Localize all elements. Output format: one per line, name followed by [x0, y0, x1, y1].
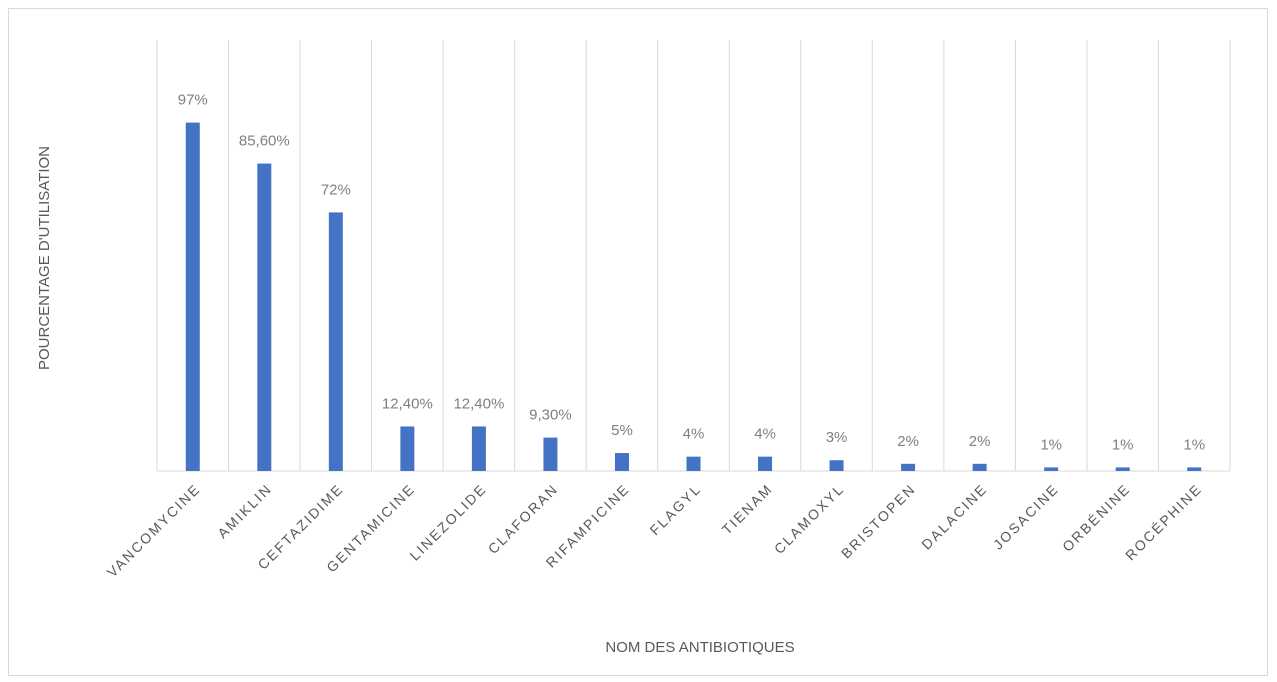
- value-label: 2%: [897, 433, 919, 450]
- value-label: 1%: [1183, 436, 1205, 453]
- value-label: 72%: [321, 181, 351, 198]
- bar: [614, 453, 629, 471]
- chart-border: [8, 8, 1268, 676]
- bar: [471, 426, 486, 471]
- value-label: 5%: [611, 422, 633, 439]
- value-label: 4%: [683, 426, 705, 443]
- value-label: 3%: [826, 429, 848, 446]
- bar: [328, 212, 343, 471]
- bar: [686, 456, 701, 471]
- value-label: 1%: [1040, 436, 1062, 453]
- value-label: 85,60%: [239, 133, 290, 150]
- value-label: 12,40%: [453, 395, 504, 412]
- x-axis-title: NOM DES ANTIBIOTIQUES: [605, 639, 794, 656]
- bar: [1115, 467, 1130, 471]
- bar: [543, 437, 558, 471]
- y-axis-title: POURCENTAGE D'UTILISATION: [36, 146, 53, 370]
- value-label: 12,40%: [382, 395, 433, 412]
- bar: [1044, 467, 1059, 471]
- bar: [901, 463, 916, 471]
- bar: [829, 460, 844, 471]
- bar: [758, 456, 773, 471]
- value-label: 1%: [1112, 436, 1134, 453]
- bar: [185, 122, 200, 471]
- value-label: 4%: [754, 426, 776, 443]
- value-label: 2%: [969, 433, 991, 450]
- value-label: 97%: [178, 92, 208, 109]
- value-label: 9,30%: [529, 407, 572, 424]
- bar: [1187, 467, 1202, 471]
- bar: [972, 463, 987, 471]
- bar: [257, 163, 272, 471]
- bar: [400, 426, 415, 471]
